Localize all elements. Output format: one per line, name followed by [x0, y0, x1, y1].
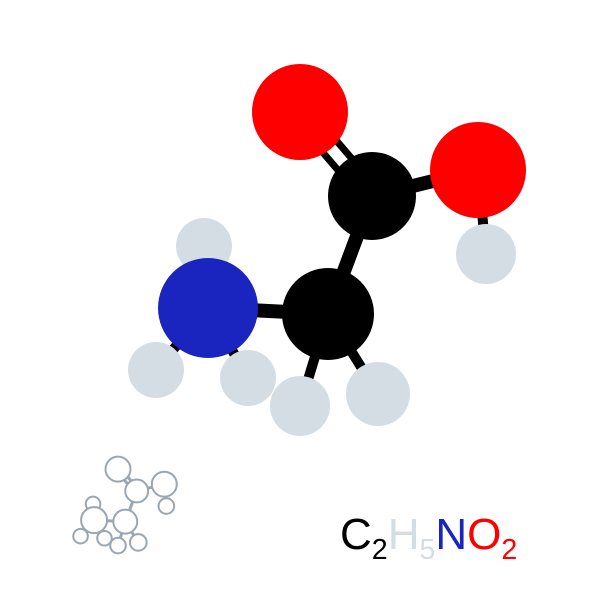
atom-h [346, 362, 410, 426]
formula-subscript: 2 [372, 534, 388, 567]
atoms-group [73, 457, 176, 554]
atom-c [125, 480, 148, 503]
atom-c [282, 268, 374, 360]
formula-subscript: 2 [501, 534, 517, 567]
atom-o [106, 457, 131, 482]
atom-o [152, 472, 177, 497]
atom-c [113, 510, 137, 534]
atom-h [456, 224, 516, 284]
atom-o [430, 122, 526, 218]
formula-element: N [435, 510, 467, 560]
atom-h [128, 342, 184, 398]
atom-o [252, 64, 348, 160]
atom-n [81, 507, 107, 533]
atom-h [97, 531, 112, 546]
atom-h [220, 350, 276, 406]
atom-c [328, 152, 416, 240]
molecule-outline-small [40, 440, 196, 596]
formula-element: C [340, 510, 372, 560]
formula-element: O [467, 510, 501, 560]
canvas: C2H5NO2 [0, 0, 600, 600]
atoms-group [128, 64, 526, 436]
atom-h [159, 498, 175, 514]
atom-n [158, 258, 258, 358]
atom-h [130, 534, 147, 551]
formula-subscript: 5 [419, 534, 435, 567]
atom-h [270, 376, 330, 436]
formula-element: H [388, 510, 420, 560]
chemical-formula: C2H5NO2 [340, 510, 517, 560]
